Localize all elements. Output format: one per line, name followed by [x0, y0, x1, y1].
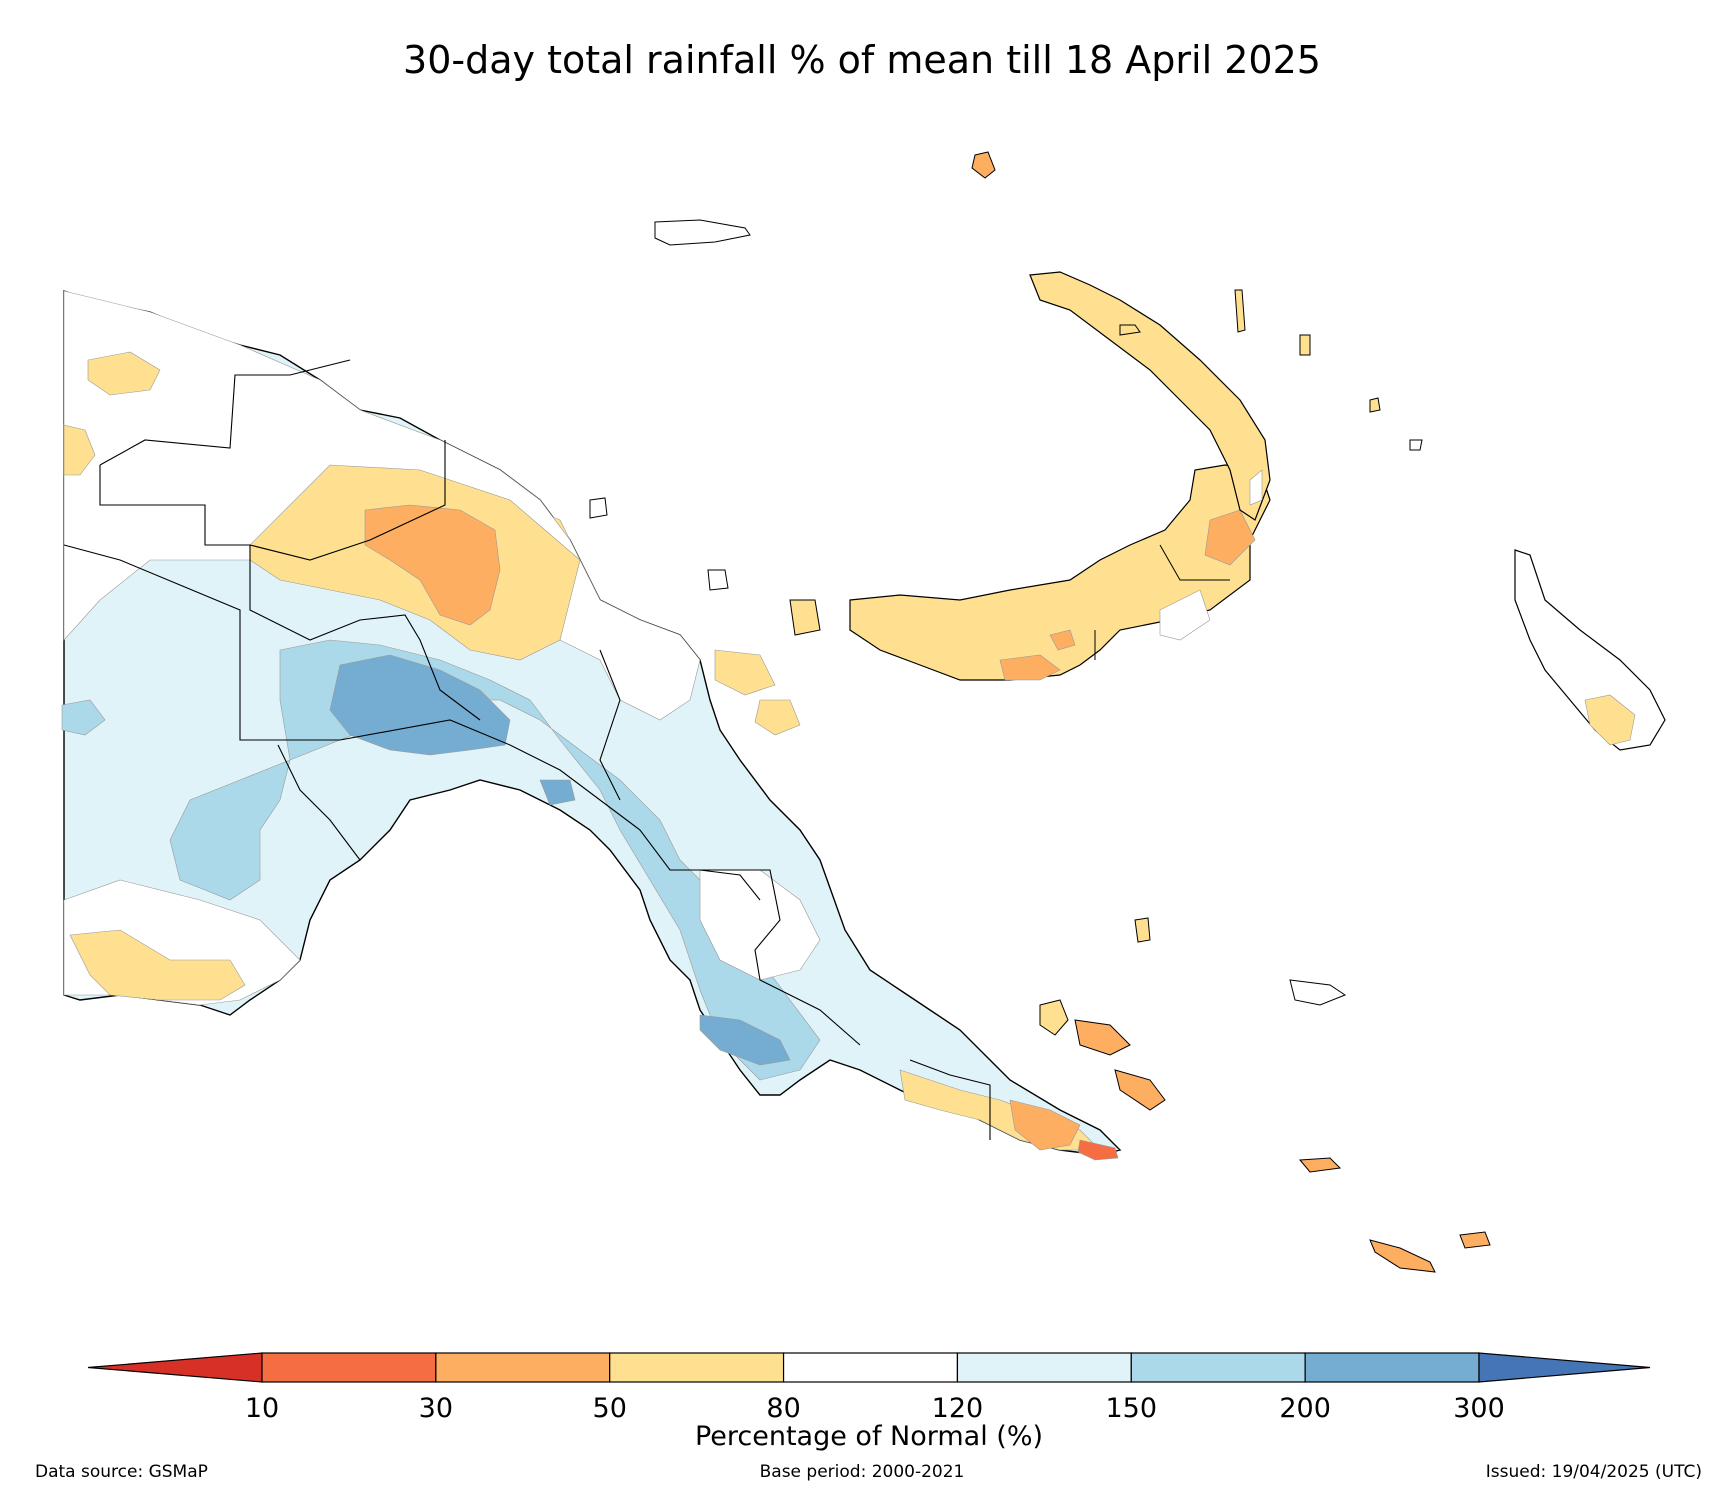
zone-200-300-core — [329, 654, 511, 756]
colorbar-tick-label: 200 — [1279, 1393, 1331, 1424]
northern-islands — [589, 151, 1423, 636]
southeast-islands — [1039, 917, 1491, 1273]
new-ireland-outline — [1029, 271, 1271, 521]
bougainville-outline — [1514, 549, 1666, 751]
zone-50-80-southwest — [69, 929, 246, 1001]
bougainville-zone-50-80 — [1584, 694, 1636, 746]
colorbar-tick-label: 300 — [1453, 1393, 1505, 1424]
island-north-3 — [1299, 334, 1311, 356]
province-boundaries — [63, 359, 991, 1140]
rossel-island — [1459, 1231, 1491, 1249]
colorbar-segment — [782, 1352, 959, 1383]
map-title: 30-day total rainfall % of mean till 18 … — [403, 38, 1321, 82]
nb-boundary — [1094, 544, 1230, 660]
colorbar-tick-label: 80 — [766, 1393, 800, 1424]
colorbar-segment — [956, 1352, 1132, 1383]
sudest-island — [1369, 1239, 1436, 1273]
new-britain-outline — [849, 464, 1271, 681]
zone-200-300-small — [539, 779, 576, 806]
zone-50-80-madang-patch — [754, 699, 801, 736]
base-period: Base period: 2000-2021 — [759, 1462, 965, 1482]
island-north-6 — [1119, 324, 1141, 336]
island-north-4 — [1369, 397, 1381, 413]
mainland-png — [61, 290, 1122, 1161]
zone-150-200-west — [61, 699, 106, 736]
nb-zone-30-50-mid — [1049, 629, 1076, 651]
colorbar-label: Percentage of Normal (%) — [695, 1421, 1043, 1452]
misima-island — [1298, 1157, 1342, 1173]
trobriand-island — [1134, 917, 1151, 943]
nb-zone-80-120 — [1159, 589, 1211, 641]
zone-80-120-east — [699, 869, 821, 981]
colorbar-segment — [1130, 1352, 1306, 1383]
zone-50-80-nw-patch — [87, 351, 161, 396]
colorbar-tick-label: 10 — [245, 1393, 279, 1424]
new-ireland — [1029, 271, 1271, 521]
bougainville — [1514, 549, 1666, 751]
colorbar-segment — [435, 1352, 611, 1383]
island-north-1 — [971, 151, 996, 179]
colorbar-extend-high — [1478, 1352, 1651, 1383]
zone-50-80-west-patch — [63, 424, 96, 476]
colorbar-extend-low — [87, 1352, 263, 1383]
goodenough-island — [1039, 999, 1069, 1036]
island-north-5 — [1409, 439, 1423, 451]
nb-zone-30-50-south — [999, 654, 1061, 681]
fergusson-island — [1074, 1019, 1131, 1056]
manus-island — [654, 219, 751, 246]
ni-zone-80-120 — [1249, 469, 1263, 506]
island-north-2 — [1234, 289, 1246, 333]
colorbar-segment — [609, 1352, 785, 1383]
colorbar-tick-label: 50 — [593, 1393, 627, 1424]
zone-50-80-east-patch — [714, 649, 776, 696]
island-madang-2 — [707, 569, 729, 591]
colorbar-segment — [261, 1352, 437, 1383]
new-britain — [849, 464, 1271, 681]
colorbar-tick-label: 30 — [419, 1393, 453, 1424]
colorbar — [87, 1352, 1651, 1383]
zone-30-50-north — [364, 504, 501, 626]
colorbar-tick-label: 150 — [1106, 1393, 1158, 1424]
zone-200-300-south — [699, 1014, 791, 1066]
zone-10-30-southeast — [1077, 1139, 1119, 1161]
normanby-island — [1114, 1069, 1166, 1111]
island-madang-3 — [789, 599, 821, 636]
zone-30-50-southeast — [1009, 1099, 1081, 1151]
colorbar-ticks: 10 30 50 80 120 150 200 300 — [245, 1393, 1505, 1424]
island-madang-1 — [589, 497, 608, 519]
issued-date: Issued: 19/04/2025 (UTC) — [1485, 1462, 1702, 1482]
colorbar-segment — [1304, 1352, 1480, 1383]
colorbar-tick-label: 120 — [932, 1393, 984, 1424]
zone-80-120-north — [63, 290, 701, 721]
nb-zone-30-50-east — [1204, 509, 1256, 566]
woodlark-island — [1289, 979, 1347, 1006]
data-source: Data source: GSMaP — [35, 1462, 208, 1482]
